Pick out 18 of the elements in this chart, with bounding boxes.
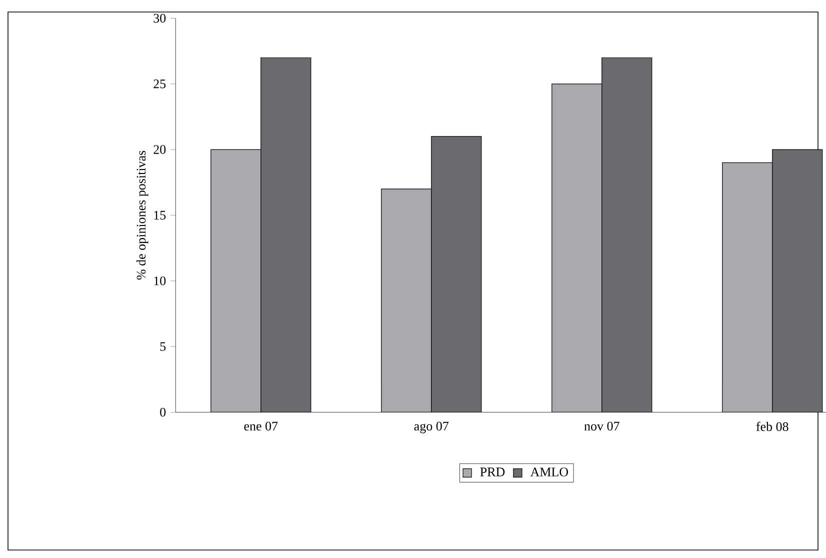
x-tick-label: nov 07 [584, 422, 620, 431]
y-tick-label: 25 [154, 80, 166, 88]
bar [722, 162, 773, 412]
x-tick-label: feb 08 [756, 422, 788, 432]
legend-label: AMLO [530, 468, 568, 476]
bar [210, 150, 261, 412]
y-tick-label: 30 [154, 14, 166, 23]
y-tick-label: 0 [160, 408, 166, 417]
y-axis-title: % de opiniones positivas [136, 150, 148, 280]
bar [552, 84, 602, 412]
y-tick-label: 15 [154, 210, 166, 220]
legend-label: PRD [480, 468, 505, 476]
x-tick-label: ago 07 [414, 422, 449, 434]
y-tick-label: 20 [154, 145, 166, 154]
y-tick-label: 5 [160, 342, 166, 351]
y-tick-label: 10 [154, 276, 166, 286]
x-tick-label: ene 07 [244, 422, 278, 431]
bar [381, 188, 432, 412]
